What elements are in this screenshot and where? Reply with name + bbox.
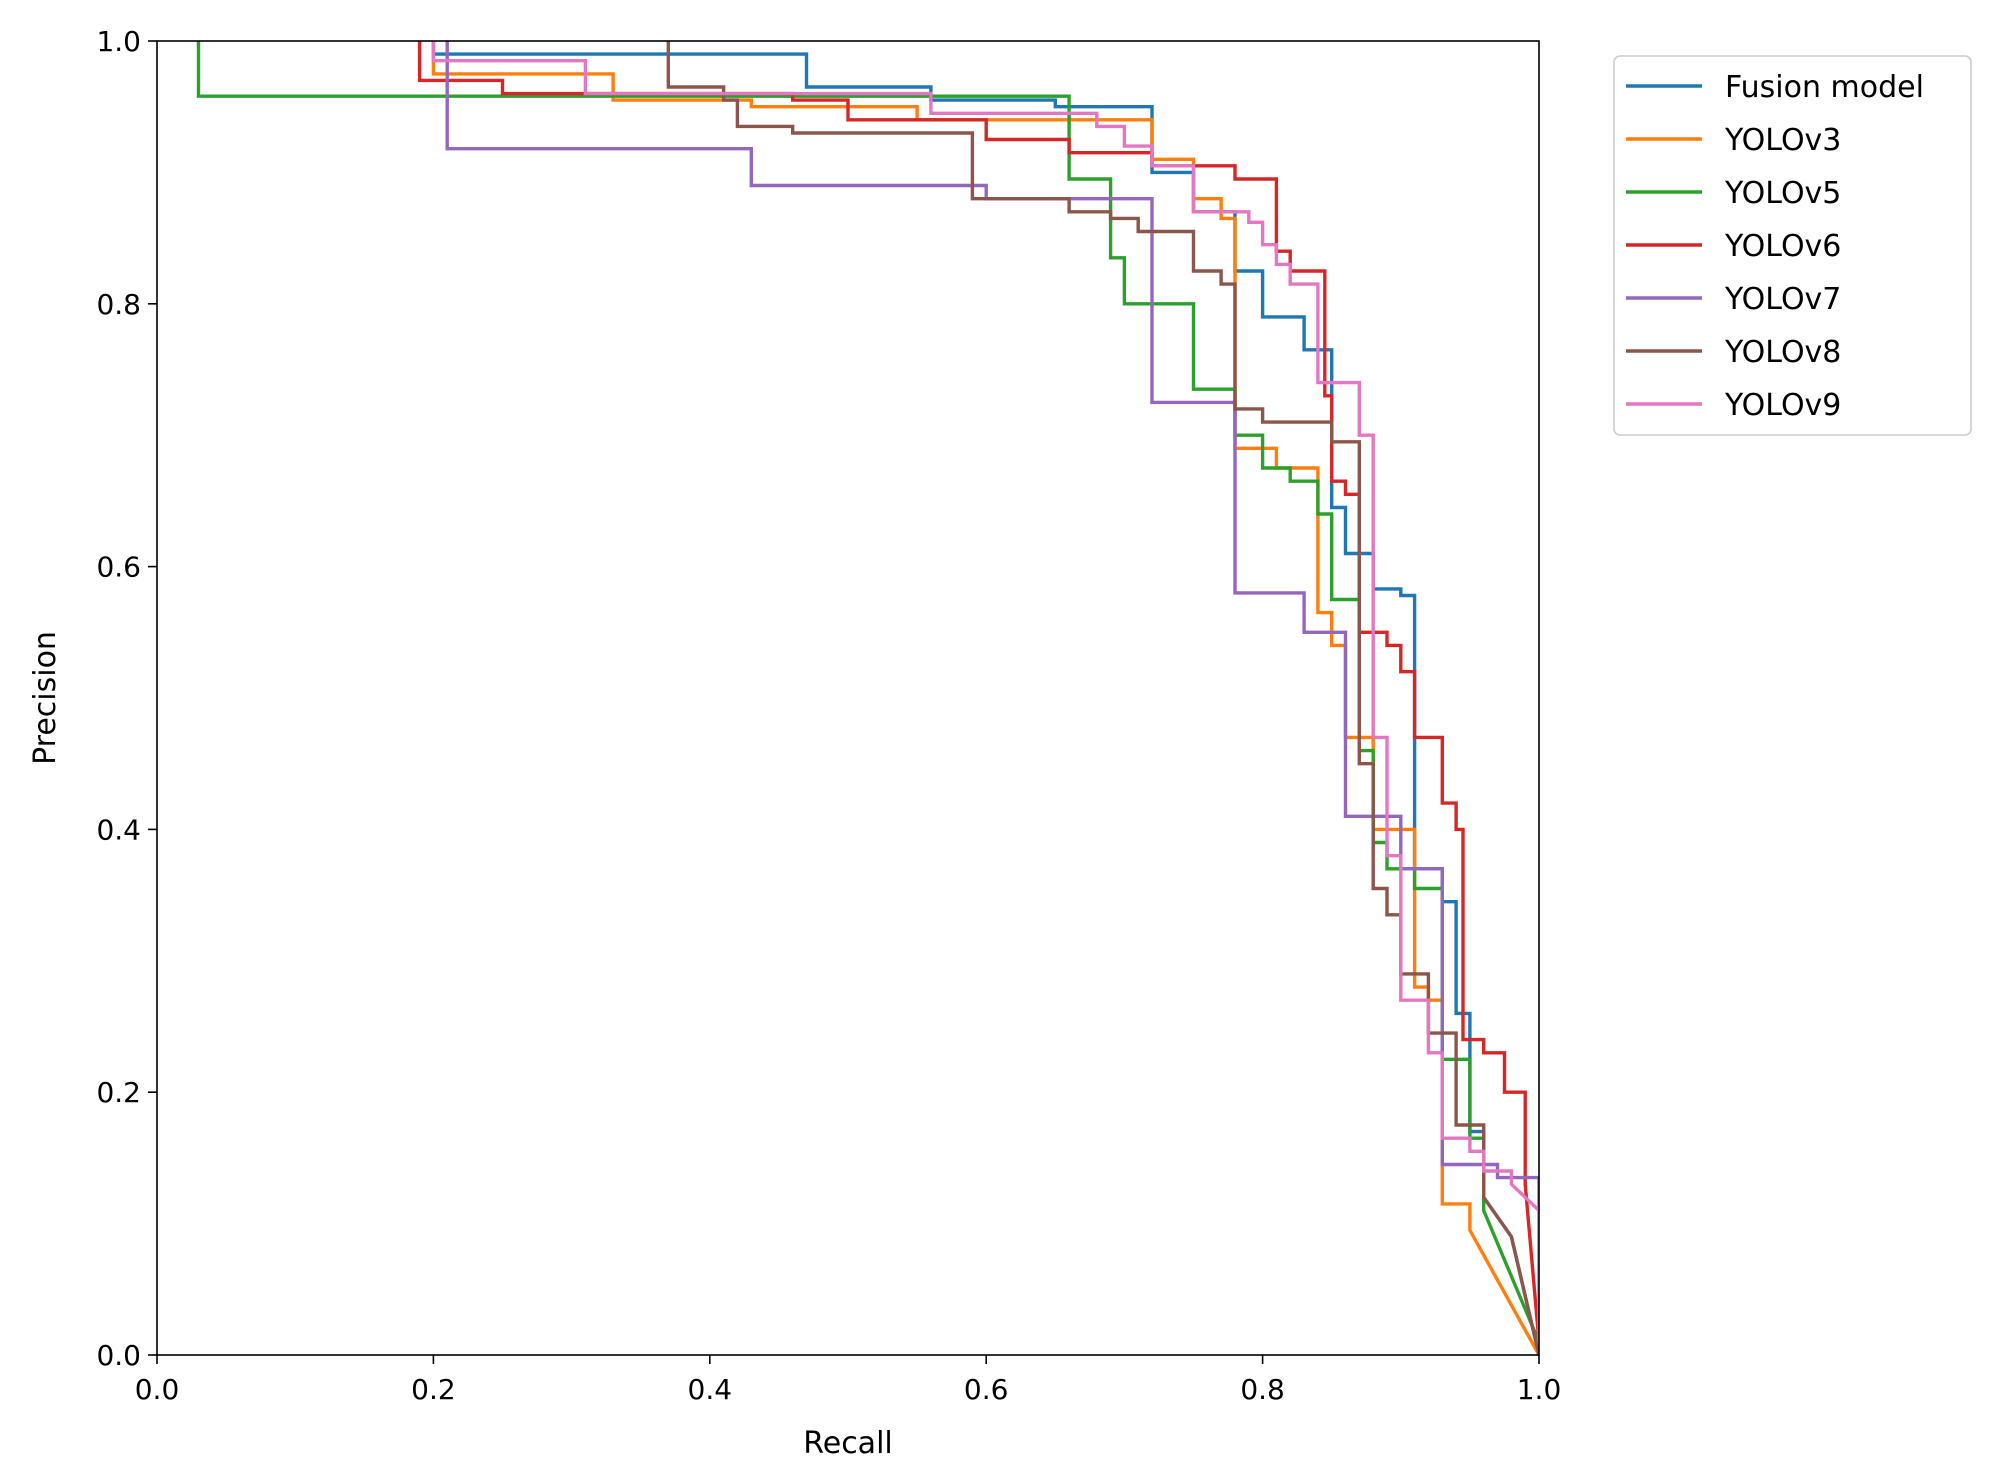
y-tick-label: 0.0 <box>96 1339 141 1372</box>
series-line-yolov8 <box>666 41 1539 1355</box>
x-tick-label: 1.0 <box>1517 1373 1562 1406</box>
legend-label: YOLOv8 <box>1724 335 1841 370</box>
series-line-fusion-model <box>431 41 1539 1355</box>
legend-label: Fusion model <box>1725 70 1924 105</box>
x-tick-label: 0.2 <box>411 1373 456 1406</box>
series-line-yolov5 <box>196 41 1539 1343</box>
y-tick-label: 0.2 <box>96 1076 141 1109</box>
series-layer <box>196 41 1539 1355</box>
legend-label: YOLOv3 <box>1724 123 1841 158</box>
x-tick-label: 0.6 <box>964 1373 1009 1406</box>
legend-label: YOLOv7 <box>1724 282 1841 317</box>
x-tick-label: 0.4 <box>688 1373 733 1406</box>
series-line-yolov6 <box>417 41 1539 1343</box>
x-axis-label: Recall <box>803 1426 893 1461</box>
y-tick-label: 0.6 <box>96 551 141 584</box>
series-line-yolov7 <box>445 41 1539 1342</box>
x-tick-label: 0.0 <box>135 1373 180 1406</box>
legend-box <box>1613 55 1972 436</box>
plot-frame <box>156 40 1540 1356</box>
x-axis-ticks: 0.0 0.2 0.4 0.6 0.8 1.0 <box>135 1355 1562 1406</box>
legend: Fusion model YOLOv3 YOLOv5 YOLOv6 YOLOv7 YOLO… <box>1613 55 1972 436</box>
legend-label: YOLOv5 <box>1724 176 1841 211</box>
legend-label: YOLOv6 <box>1724 229 1841 264</box>
x-tick-label: 0.8 <box>1240 1373 1285 1406</box>
series-line-yolov9 <box>431 41 1539 1342</box>
y-axis-label: Precision <box>28 631 63 765</box>
y-axis-ticks: 0.0 0.2 0.4 0.6 0.8 1.0 <box>96 25 157 1372</box>
y-tick-label: 0.4 <box>96 813 141 846</box>
legend-label: YOLOv9 <box>1724 388 1841 423</box>
y-tick-label: 1.0 <box>96 25 141 58</box>
y-tick-label: 0.8 <box>96 288 141 321</box>
